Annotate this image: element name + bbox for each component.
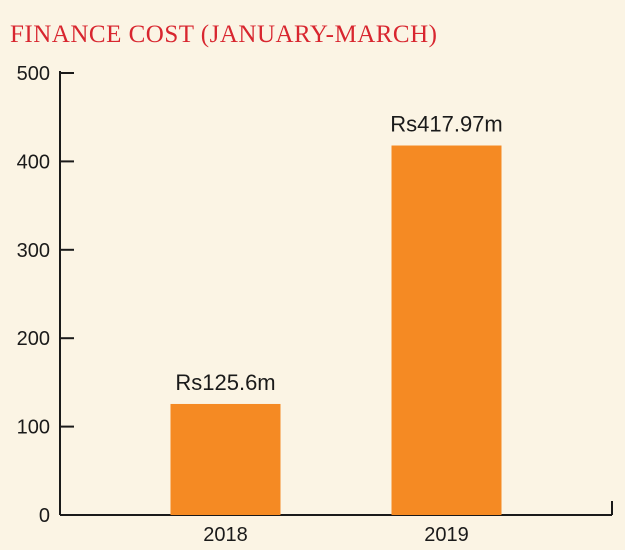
y-tick-label: 500 <box>17 63 50 85</box>
y-tick-label: 100 <box>17 417 50 439</box>
y-tick-label: 0 <box>39 505 50 527</box>
y-tick-label: 300 <box>17 240 50 262</box>
y-tick-label: 400 <box>17 151 50 173</box>
data-label: Rs417.97m <box>390 112 503 137</box>
x-tick-label: 2018 <box>203 524 248 546</box>
y-tick-label: 200 <box>17 328 50 350</box>
bars <box>170 145 502 515</box>
labels: 2018 Rs125.6m 2019 Rs417.97m <box>175 112 502 546</box>
x-tick-label: 2019 <box>424 524 469 546</box>
data-label: Rs125.6m <box>175 370 275 395</box>
bar-2018 <box>170 403 281 515</box>
bar-2019 <box>391 145 502 515</box>
chart-title: FINANCE COST (JANUARY-MARCH) <box>10 21 437 48</box>
axes: 0 100 200 300 400 500 <box>17 63 613 527</box>
